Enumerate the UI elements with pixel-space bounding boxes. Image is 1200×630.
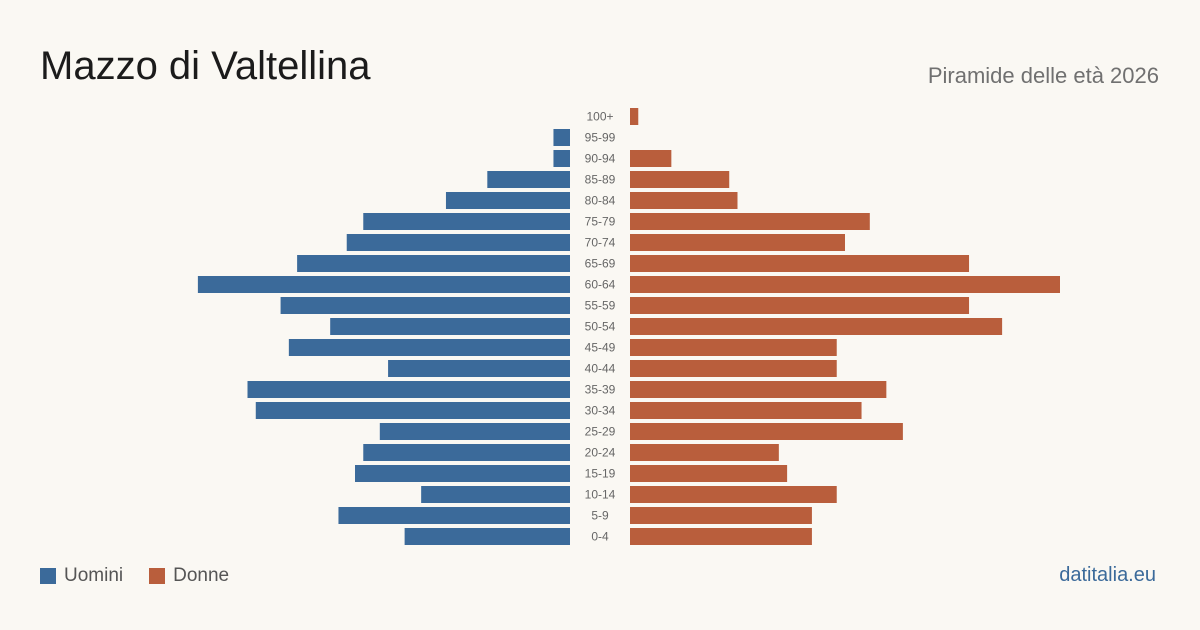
age-label-35-39: 35-39	[585, 383, 616, 397]
bar-men-70-74	[346, 234, 570, 251]
legend-item-men: Uomini	[40, 565, 123, 587]
age-label-50-54: 50-54	[585, 320, 616, 334]
bar-men-80-84	[445, 192, 570, 209]
bar-women-40-44	[630, 360, 837, 377]
age-label-75-79: 75-79	[585, 215, 616, 229]
bar-women-70-74	[630, 234, 845, 251]
bar-men-0-4	[404, 528, 570, 545]
bar-men-95-99	[553, 129, 570, 146]
bar-women-65-69	[630, 255, 970, 272]
age-label-40-44: 40-44	[585, 362, 616, 376]
chart-subtitle: Piramide delle età 2026	[927, 63, 1159, 88]
bar-men-65-69	[297, 255, 570, 272]
bar-men-5-9	[338, 507, 570, 524]
source-link[interactable]: datitalia.eu	[1059, 564, 1156, 586]
age-label-100plus: 100+	[586, 110, 613, 124]
age-label-85-89: 85-89	[585, 173, 616, 187]
age-label-0-4: 0-4	[591, 530, 609, 544]
bar-women-100plus	[630, 108, 639, 125]
bar-men-20-24	[363, 444, 570, 461]
bar-women-30-34	[630, 402, 862, 419]
age-label-70-74: 70-74	[585, 236, 616, 250]
age-label-20-24: 20-24	[585, 446, 616, 460]
bar-men-35-39	[247, 381, 570, 398]
age-label-10-14: 10-14	[585, 488, 616, 502]
legend-label-men: Uomini	[64, 565, 124, 586]
legend-label-women: Donne	[173, 565, 230, 586]
bar-men-75-79	[363, 213, 570, 230]
bar-men-50-54	[330, 318, 570, 335]
bar-men-90-94	[553, 150, 570, 167]
page-title: Mazzo di Valtellina	[40, 44, 371, 88]
bar-women-50-54	[630, 318, 1003, 335]
age-label-80-84: 80-84	[585, 194, 616, 208]
bar-women-10-14	[630, 486, 837, 503]
age-label-5-9: 5-9	[591, 509, 609, 523]
age-label-55-59: 55-59	[585, 299, 616, 313]
age-label-45-49: 45-49	[585, 341, 616, 355]
bar-women-75-79	[630, 213, 870, 230]
bar-men-30-34	[255, 402, 570, 419]
chart-legend: Uomini Donne	[40, 565, 229, 587]
age-label-30-34: 30-34	[585, 404, 616, 418]
bar-women-15-19	[630, 465, 788, 482]
bar-women-25-29	[630, 423, 903, 440]
bar-men-60-64	[197, 276, 570, 293]
bar-men-25-29	[379, 423, 570, 440]
bar-women-20-24	[630, 444, 779, 461]
bar-men-15-19	[355, 465, 570, 482]
bar-women-0-4	[630, 528, 812, 545]
age-label-65-69: 65-69	[585, 257, 616, 271]
legend-item-women: Donne	[149, 565, 229, 587]
bar-women-35-39	[630, 381, 887, 398]
age-label-95-99: 95-99	[585, 131, 616, 145]
age-label-25-29: 25-29	[585, 425, 616, 439]
bar-women-5-9	[630, 507, 812, 524]
bar-women-90-94	[630, 150, 672, 167]
bar-men-85-89	[487, 171, 570, 188]
bar-men-55-59	[280, 297, 570, 314]
age-label-15-19: 15-19	[585, 467, 616, 481]
bar-men-40-44	[388, 360, 570, 377]
bar-men-45-49	[288, 339, 570, 356]
bar-women-80-84	[630, 192, 738, 209]
bar-women-45-49	[630, 339, 837, 356]
age-label-90-94: 90-94	[585, 152, 616, 166]
age-label-60-64: 60-64	[585, 278, 616, 292]
bar-women-85-89	[630, 171, 730, 188]
bar-women-55-59	[630, 297, 970, 314]
bar-men-10-14	[421, 486, 570, 503]
bar-women-60-64	[630, 276, 1060, 293]
legend-swatch-women	[149, 568, 166, 584]
population-pyramid-chart: 100+ 95-99 90-94 85-89 80-84 75-79 70-74 65-69 6…	[197, 108, 1060, 545]
legend-swatch-men	[40, 568, 56, 584]
